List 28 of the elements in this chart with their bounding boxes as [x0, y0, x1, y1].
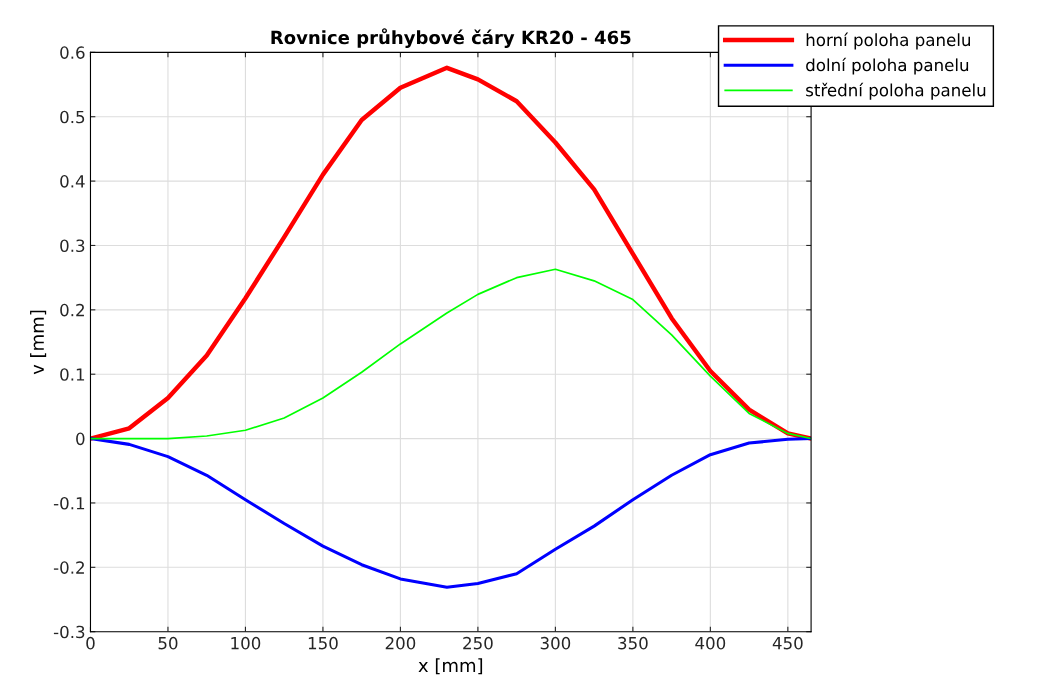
x-tick-label: 350 [618, 636, 648, 650]
x-tick-label: 50 [158, 636, 178, 650]
legend-label: horní poloha panelu [806, 32, 970, 50]
x-tick-label: 150 [308, 636, 338, 650]
legend-label: střední poloha panelu [806, 82, 986, 100]
y-tick-label: -0.1 [53, 496, 85, 510]
y-tick-label: 0.6 [60, 46, 85, 59]
x-tick-label: 450 [772, 636, 803, 650]
y-tick-label: 0.3 [60, 239, 85, 253]
line-series [90, 268, 812, 440]
y-tick-label: 0.1 [60, 368, 85, 381]
x-tick-label: 400 [695, 636, 726, 650]
x-tick-label: 250 [463, 636, 493, 650]
x-tick-label: 200 [385, 636, 416, 650]
y-tick-label: 0.5 [60, 110, 85, 124]
x-axis-title: x [mm] [418, 658, 483, 675]
y-tick-label: -0.2 [53, 561, 84, 574]
x-tick-label: 100 [231, 636, 261, 650]
legend-label: dolní poloha panelu [806, 57, 969, 75]
y-tick-label: 0 [76, 432, 85, 446]
line-series [90, 437, 812, 589]
x-tick-label: 300 [540, 636, 571, 650]
y-axis-title: v [mm] [30, 310, 47, 375]
y-tick-label: 0.4 [60, 175, 85, 188]
y-tick-label: -0.3 [53, 625, 85, 639]
y-tick-label: 0.2 [60, 303, 84, 317]
x-tick-label: 0 [86, 636, 95, 650]
chart-title: Rovnice průhybové čáry KR20 - 465 [271, 28, 631, 48]
